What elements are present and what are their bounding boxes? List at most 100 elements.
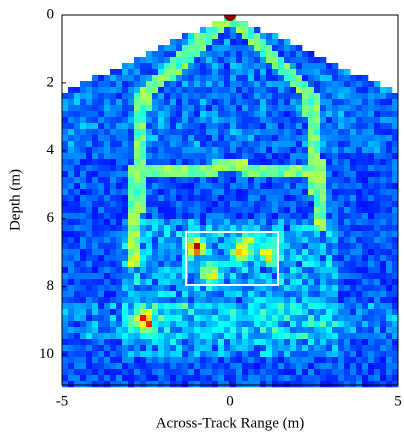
sonar-cell xyxy=(170,375,176,381)
sonar-cell xyxy=(374,177,380,183)
sonar-cell xyxy=(266,339,272,345)
sonar-cell xyxy=(200,111,206,117)
sonar-cell xyxy=(344,237,350,243)
sonar-cell xyxy=(128,351,134,357)
sonar-cell xyxy=(260,117,266,123)
sonar-cell xyxy=(332,357,338,363)
sonar-cell xyxy=(314,213,320,219)
sonar-cell xyxy=(230,159,236,165)
sonar-cell xyxy=(320,285,326,291)
sonar-cell xyxy=(392,261,398,267)
sonar-cell xyxy=(164,189,170,195)
sonar-cell xyxy=(230,87,236,93)
sonar-cell xyxy=(284,339,290,345)
sonar-cell xyxy=(296,201,302,207)
sonar-cell xyxy=(356,135,362,141)
sonar-cell xyxy=(188,33,194,39)
sonar-cell xyxy=(308,219,314,225)
sonar-cell xyxy=(320,339,326,345)
sonar-cell xyxy=(176,201,182,207)
sonar-cell xyxy=(212,255,218,261)
sonar-cell xyxy=(152,309,158,315)
sonar-cell xyxy=(350,207,356,213)
sonar-cell xyxy=(266,111,272,117)
sonar-cell xyxy=(314,219,320,225)
sonar-cell xyxy=(362,369,368,375)
sonar-cell xyxy=(284,291,290,297)
sonar-cell xyxy=(356,339,362,345)
sonar-cell xyxy=(80,243,86,249)
sonar-cell xyxy=(350,369,356,375)
sonar-cell xyxy=(278,327,284,333)
sonar-cell xyxy=(128,267,134,273)
sonar-cell xyxy=(344,231,350,237)
sonar-cell xyxy=(194,45,200,51)
sonar-cell xyxy=(386,189,392,195)
sonar-cell xyxy=(338,267,344,273)
sonar-cell xyxy=(128,243,134,249)
sonar-cell xyxy=(194,87,200,93)
sonar-cell xyxy=(392,309,398,315)
sonar-cell xyxy=(344,141,350,147)
sonar-cell xyxy=(248,99,254,105)
sonar-cell xyxy=(290,231,296,237)
sonar-cell xyxy=(206,117,212,123)
sonar-cell xyxy=(266,141,272,147)
sonar-cell xyxy=(62,165,68,171)
sonar-cell xyxy=(80,171,86,177)
sonar-cell xyxy=(326,63,332,69)
sonar-cell xyxy=(200,141,206,147)
sonar-cell xyxy=(62,171,68,177)
sonar-cell xyxy=(212,159,218,165)
sonar-cell xyxy=(176,273,182,279)
sonar-cell xyxy=(380,99,386,105)
sonar-cell xyxy=(224,327,230,333)
sonar-cell xyxy=(290,87,296,93)
sonar-cell xyxy=(128,99,134,105)
sonar-cell xyxy=(134,249,140,255)
sonar-cell xyxy=(188,207,194,213)
sonar-cell xyxy=(194,273,200,279)
sonar-cell xyxy=(236,369,242,375)
sonar-cell xyxy=(194,369,200,375)
sonar-cell xyxy=(368,363,374,369)
sonar-cell xyxy=(134,351,140,357)
sonar-cell xyxy=(344,381,350,387)
sonar-cell xyxy=(116,327,122,333)
sonar-cell xyxy=(386,135,392,141)
sonar-cell xyxy=(326,177,332,183)
sonar-cell xyxy=(278,225,284,231)
sonar-cell xyxy=(314,339,320,345)
sonar-cell xyxy=(146,327,152,333)
sonar-cell xyxy=(110,249,116,255)
sonar-cell xyxy=(218,117,224,123)
sonar-cell xyxy=(284,303,290,309)
sonar-cell xyxy=(284,381,290,387)
sonar-cell xyxy=(338,189,344,195)
sonar-cell xyxy=(212,261,218,267)
sonar-cell xyxy=(314,93,320,99)
sonar-cell xyxy=(368,81,374,87)
sonar-cell xyxy=(302,357,308,363)
sonar-cell xyxy=(356,183,362,189)
sonar-cell xyxy=(314,249,320,255)
sonar-cell xyxy=(284,225,290,231)
sonar-cell xyxy=(350,99,356,105)
sonar-cell xyxy=(272,153,278,159)
sonar-cell xyxy=(158,219,164,225)
sonar-cell xyxy=(308,111,314,117)
sonar-cell xyxy=(146,177,152,183)
sonar-cell xyxy=(284,195,290,201)
sonar-cell xyxy=(392,201,398,207)
sonar-cell xyxy=(92,213,98,219)
sonar-cell xyxy=(362,249,368,255)
sonar-cell xyxy=(152,321,158,327)
sonar-cell xyxy=(350,93,356,99)
sonar-cell xyxy=(212,99,218,105)
sonar-cell xyxy=(320,273,326,279)
sonar-cell xyxy=(284,213,290,219)
sonar-cell xyxy=(146,69,152,75)
sonar-cell xyxy=(140,159,146,165)
sonar-cell xyxy=(122,315,128,321)
sonar-cell xyxy=(344,345,350,351)
